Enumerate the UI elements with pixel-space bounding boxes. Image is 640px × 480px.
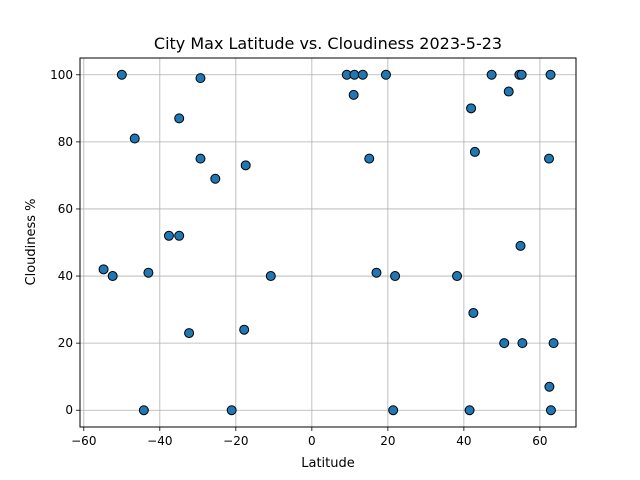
data-point — [468, 307, 479, 318]
axes-frame — [79, 57, 577, 428]
x-tick-label: −40 — [147, 434, 172, 448]
data-point — [486, 69, 497, 80]
data-point — [452, 271, 463, 282]
y-axis-label: Cloudiness % — [24, 198, 39, 285]
x-tick-label: 20 — [380, 434, 395, 448]
data-point — [380, 69, 391, 80]
data-point — [143, 267, 154, 278]
data-point — [545, 405, 556, 416]
data-point — [129, 133, 140, 144]
y-tick-label: 40 — [58, 269, 73, 283]
data-point — [466, 103, 477, 114]
data-point — [116, 69, 127, 80]
data-point — [195, 153, 206, 164]
x-tick-label: −60 — [71, 434, 96, 448]
ticks: −60 −40 −20 0 20 40 60 0 20 40 60 80 100 — [50, 68, 547, 448]
data-point — [184, 328, 195, 339]
data-point — [499, 338, 510, 349]
data-point — [371, 267, 382, 278]
data-point — [138, 405, 149, 416]
data-point — [364, 153, 375, 164]
x-axis-label: Latitude — [301, 456, 355, 471]
data-points — [98, 69, 559, 416]
y-tick-label: 100 — [50, 68, 73, 82]
data-point — [163, 230, 174, 241]
data-point — [107, 271, 118, 282]
data-point — [390, 271, 401, 282]
data-point — [469, 146, 480, 157]
data-point — [98, 264, 109, 275]
data-point — [548, 338, 559, 349]
data-point — [210, 173, 221, 184]
data-point — [240, 160, 251, 171]
y-tick-label: 20 — [58, 336, 73, 350]
data-point — [226, 405, 237, 416]
data-point — [265, 271, 276, 282]
data-point — [349, 69, 360, 80]
data-point — [515, 240, 526, 251]
data-point — [503, 86, 514, 97]
y-tick-label: 60 — [58, 202, 73, 216]
data-point — [516, 69, 527, 80]
y-tick-label: 80 — [58, 135, 73, 149]
x-tick-label: 40 — [456, 434, 471, 448]
data-point — [174, 230, 185, 241]
data-point — [195, 73, 206, 84]
data-point — [388, 405, 399, 416]
data-point — [174, 113, 185, 124]
data-point — [239, 324, 250, 335]
x-tick-label: −20 — [223, 434, 248, 448]
data-point — [348, 89, 359, 100]
x-tick-label: 60 — [532, 434, 547, 448]
data-point — [544, 153, 555, 164]
chart-title: City Max Latitude vs. Cloudiness 2023-5-… — [154, 34, 502, 53]
data-point — [545, 69, 556, 80]
data-point — [517, 338, 528, 349]
data-point — [357, 69, 368, 80]
data-point — [544, 381, 555, 392]
x-tick-label: 0 — [308, 434, 316, 448]
y-tick-label: 0 — [65, 403, 73, 417]
data-point — [464, 405, 475, 416]
